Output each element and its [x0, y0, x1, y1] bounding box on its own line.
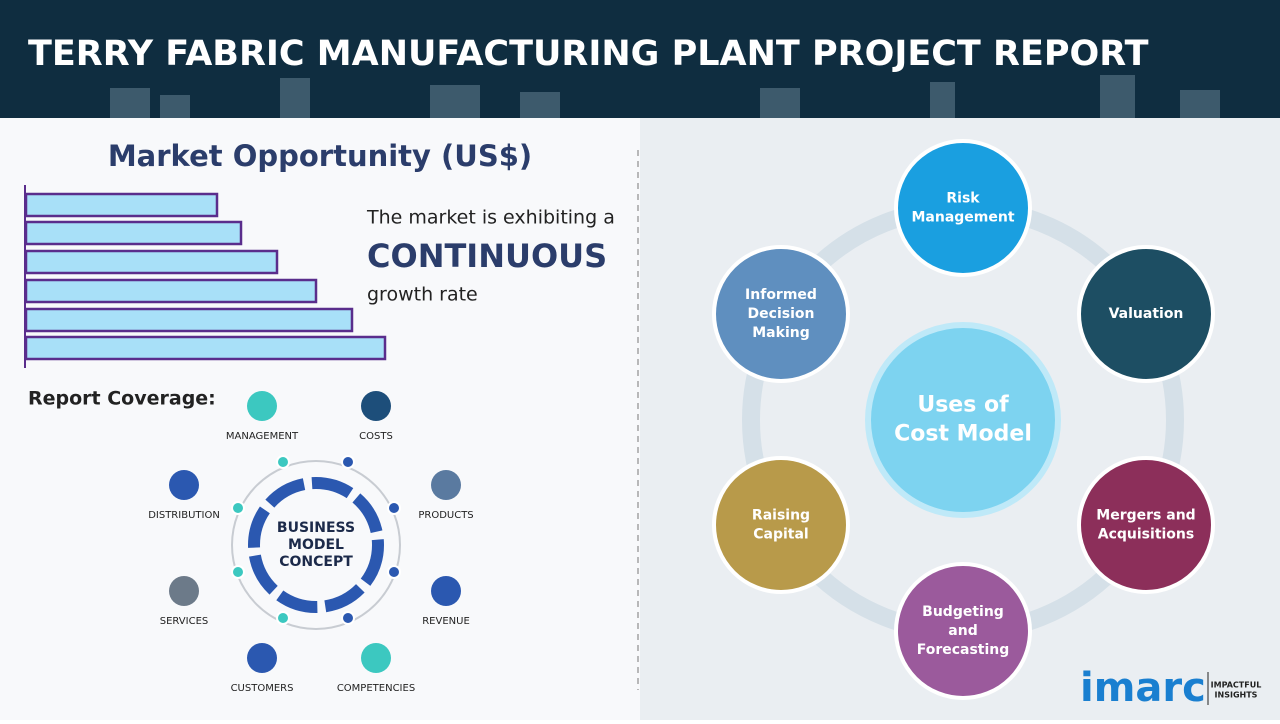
coverage-icon — [431, 470, 461, 500]
cost-center-label: Cost Model — [894, 422, 1032, 447]
ring-dot — [341, 611, 355, 625]
cost-node-label: Forecasting — [917, 642, 1010, 658]
coverage-label: PRODUCTS — [418, 510, 473, 521]
cost-node — [1077, 456, 1215, 594]
coverage-center: MODEL — [288, 537, 344, 553]
ring-dot — [341, 455, 355, 469]
logo-tagline: INSIGHTS — [1215, 691, 1258, 700]
cost-node-label: Budgeting — [922, 604, 1004, 620]
coverage-label: SERVICES — [160, 616, 209, 627]
coverage-center: CONCEPT — [279, 554, 353, 570]
ring-dot — [387, 501, 401, 515]
cost-node-label: Informed — [745, 287, 817, 303]
coverage-label: COMPETENCIES — [337, 683, 415, 694]
coverage-icon — [431, 576, 461, 606]
logo: imarc — [1080, 665, 1206, 711]
coverage-icon — [247, 643, 277, 673]
coverage-label: COSTS — [359, 431, 393, 442]
logo-tagline: IMPACTFUL — [1211, 681, 1262, 690]
cost-node-label: Raising — [752, 508, 810, 524]
bars — [24, 192, 387, 361]
market-line2: growth rate — [367, 284, 478, 306]
market-title: Market Opportunity (US$) — [108, 139, 532, 173]
market-line1: The market is exhibiting a — [366, 207, 615, 229]
coverage-icon — [361, 643, 391, 673]
coverage-icon — [247, 391, 277, 421]
cost-node-label: Valuation — [1109, 306, 1184, 322]
coverage-ring — [231, 460, 401, 630]
cost-center — [865, 322, 1061, 518]
coverage-title: Report Coverage: — [28, 388, 216, 410]
header — [0, 0, 1280, 118]
cost-node-label: Risk — [946, 191, 980, 207]
ring-dot — [231, 565, 245, 579]
ring-dot — [231, 501, 245, 515]
cost-node — [712, 245, 850, 383]
coverage-inner-ring — [248, 477, 384, 613]
cost-node-label: Management — [911, 210, 1014, 226]
cost-node-label: Capital — [753, 527, 808, 543]
cost-node-label: Making — [752, 325, 809, 341]
cost-node-label: Mergers and — [1096, 508, 1195, 524]
skyline — [110, 75, 1220, 118]
cost-node — [894, 139, 1032, 277]
coverage-icon — [169, 470, 199, 500]
market-emphasis: CONTINUOUS — [367, 237, 607, 275]
coverage-label: MANAGEMENT — [226, 431, 299, 442]
coverage-label: CUSTOMERS — [231, 683, 294, 694]
cost-node-label: and — [948, 623, 977, 639]
coverage-icon — [169, 576, 199, 606]
coverage-label: DISTRIBUTION — [148, 510, 220, 521]
ring-dot — [276, 455, 290, 469]
coverage-label: REVENUE — [422, 616, 470, 627]
left-panel — [0, 118, 640, 720]
title: TERRY FABRIC MANUFACTURING PLANT PROJECT… — [28, 34, 1149, 74]
cost-node — [1077, 245, 1215, 383]
cost-node-label: Decision — [748, 306, 815, 322]
ring-dot — [387, 565, 401, 579]
coverage-center: BUSINESS — [277, 520, 355, 536]
cost-node-label: Acquisitions — [1098, 527, 1194, 543]
cost-node — [894, 562, 1032, 700]
cost-node — [712, 456, 850, 594]
coverage-icon — [361, 391, 391, 421]
ring-dot — [276, 611, 290, 625]
cost-center-label: Uses of — [917, 393, 1009, 418]
